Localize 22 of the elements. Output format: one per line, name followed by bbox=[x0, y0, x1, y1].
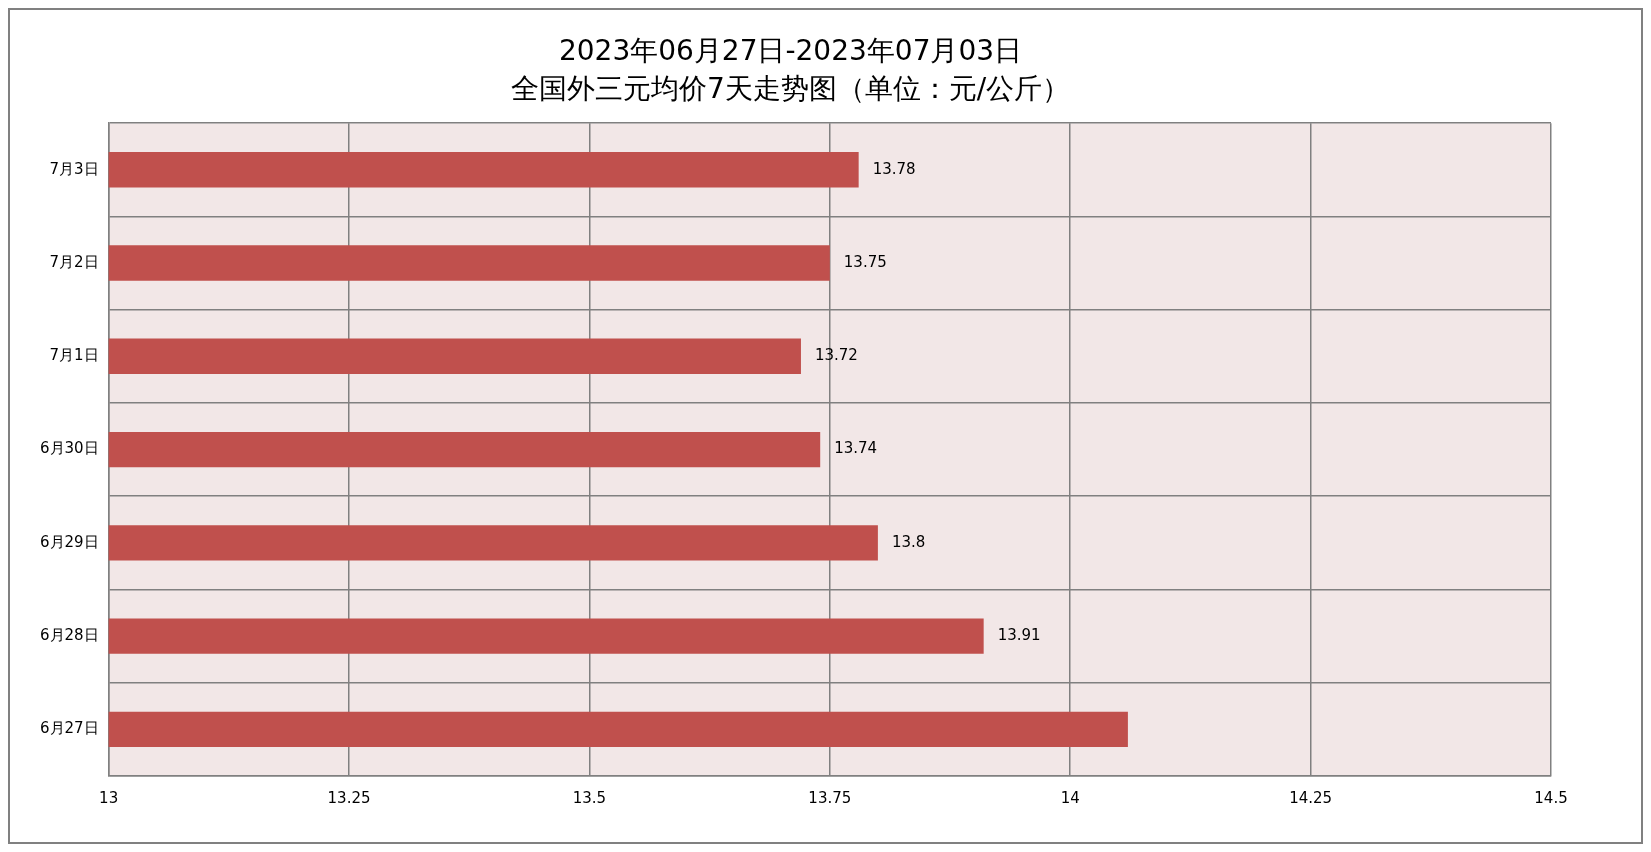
data-label: 13.72 bbox=[814, 346, 858, 365]
data-label: 13.75 bbox=[843, 252, 887, 271]
y-tick-label: 6月28日 bbox=[39, 626, 99, 644]
y-tick-label: 6月29日 bbox=[39, 532, 99, 551]
y-tick-label: 6月27日 bbox=[39, 719, 99, 738]
x-tick-label: 14.25 bbox=[1289, 788, 1333, 807]
x-tick-label: 13.75 bbox=[808, 788, 852, 807]
x-tick-label: 13.5 bbox=[572, 788, 607, 807]
data-label: 13.91 bbox=[997, 626, 1041, 644]
y-tick-label: 7月2日 bbox=[49, 252, 99, 271]
x-tick-label: 14.5 bbox=[1534, 788, 1568, 807]
data-label: 13.8 bbox=[891, 532, 926, 551]
chart-subtitle: 全国外三元均价7天走势图（单位：元/公斤） bbox=[510, 71, 1071, 105]
y-tick-label: 7月1日 bbox=[49, 346, 99, 365]
data-label: 13.74 bbox=[834, 439, 878, 458]
y-tick-label: 7月3日 bbox=[49, 159, 99, 178]
x-tick-label: 13 bbox=[99, 788, 119, 807]
chart-title: 2023年06月27日-2023年07月03日 bbox=[558, 34, 1023, 68]
data-label: 13.78 bbox=[872, 159, 916, 178]
x-tick-label: 14 bbox=[1060, 788, 1080, 807]
x-tick-label: 13.25 bbox=[327, 788, 371, 807]
y-tick-label: 6月30日 bbox=[39, 439, 99, 458]
